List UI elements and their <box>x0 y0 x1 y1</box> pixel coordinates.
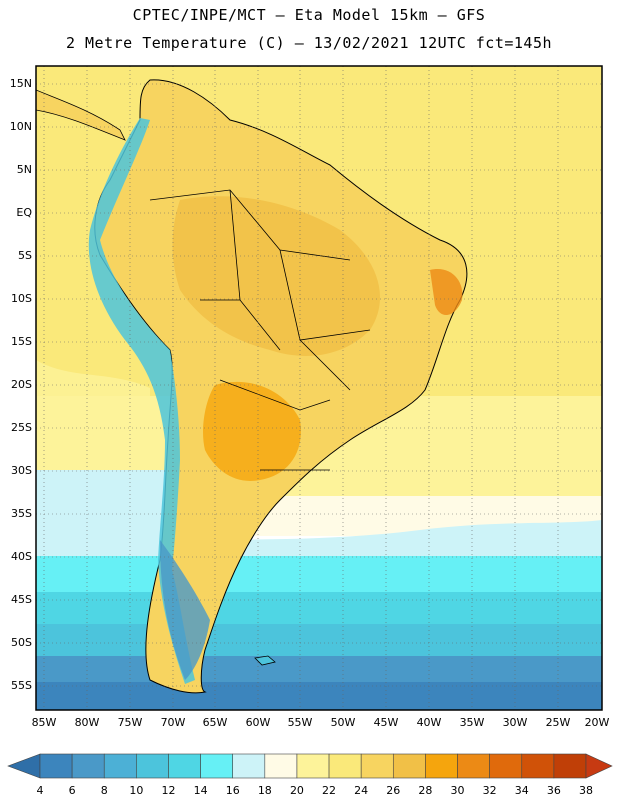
colorbar-tick-label: 20 <box>289 784 304 797</box>
colorbar-arrow-low <box>7 753 41 779</box>
lat-label: 20S <box>11 378 32 391</box>
lat-label: 50S <box>11 636 32 649</box>
lat-label: 10N <box>9 120 32 133</box>
colorbar-tick-label: 26 <box>386 784 401 797</box>
lon-label: 20W <box>584 716 610 729</box>
colorbar-swatch <box>521 753 555 779</box>
colorbar-tick-label: 10 <box>129 784 144 797</box>
colorbar <box>7 753 613 779</box>
colorbar-arrow-high <box>585 753 613 779</box>
map-frame <box>35 65 603 711</box>
colorbar-tick-label: 34 <box>514 784 529 797</box>
lat-label: 30S <box>11 464 32 477</box>
map-subtitle: 2 Metre Temperature (C) – 13/02/2021 12U… <box>65 34 553 52</box>
lat-label: EQ <box>16 206 32 219</box>
andes-cold-strip <box>88 118 195 684</box>
lon-label: 85W <box>31 716 57 729</box>
colorbar-swatch <box>39 753 73 779</box>
warm-region-northeast <box>430 269 463 316</box>
patagonia-cold <box>160 540 210 680</box>
colorbar-swatch <box>296 753 330 779</box>
colorbar-swatch <box>425 753 458 779</box>
colorbar-tick-label: 16 <box>225 784 240 797</box>
colorbar-swatch <box>457 753 490 779</box>
lat-label: 10S <box>11 292 32 305</box>
colorbar-swatch <box>71 753 105 779</box>
colorbar-tick-label: 4 <box>36 784 44 797</box>
ocean-band-14 <box>36 592 602 628</box>
colorbar-swatch <box>392 753 426 779</box>
lat-label: 15S <box>11 335 32 348</box>
lon-label: 35W <box>459 716 485 729</box>
lon-label: 40W <box>416 716 442 729</box>
ocean-band-10 <box>36 656 602 686</box>
lon-label: 50W <box>330 716 356 729</box>
ocean-patch <box>36 360 150 450</box>
colorbar-swatch <box>200 753 234 779</box>
warm-region-amazon <box>172 196 380 356</box>
lat-label: 45S <box>11 593 32 606</box>
graticule <box>36 66 602 710</box>
colorbar-tick-label: 38 <box>579 784 593 797</box>
ocean-band-16 <box>36 556 602 596</box>
colorbar-tick-label: 36 <box>546 784 561 797</box>
colorbar-tick-label: 8 <box>100 784 108 797</box>
lat-label: 5S <box>18 249 32 262</box>
colorbar-tick-label: 18 <box>257 784 272 797</box>
lon-label: 70W <box>160 716 186 729</box>
colorbar-tick-label: 6 <box>68 784 76 797</box>
lon-label: 60W <box>245 716 271 729</box>
colorbar-swatch <box>168 753 201 779</box>
colorbar-swatch <box>264 753 298 779</box>
colorbar-tick-label: 32 <box>482 784 497 797</box>
colorbar-tick-label: 30 <box>450 784 465 797</box>
colorbar-tick-label: 22 <box>322 784 337 797</box>
lon-label: 25W <box>545 716 571 729</box>
lon-label: 65W <box>202 716 228 729</box>
map-title: CPTEC/INPE/MCT – Eta Model 15km – GFS <box>132 6 486 24</box>
colorbar-tick-label: 12 <box>161 784 176 797</box>
colorbar-swatch <box>360 753 394 779</box>
lat-label: 55S <box>11 679 32 692</box>
colorbar-swatch <box>328 753 362 779</box>
lon-label: 80W <box>74 716 100 729</box>
colorbar-swatch <box>553 753 587 779</box>
lon-label: 30W <box>502 716 528 729</box>
colorbar-swatch <box>232 753 266 779</box>
colorbar-swatch <box>489 753 523 779</box>
ocean-band-cool-west <box>36 470 176 540</box>
lat-label: 25S <box>11 421 32 434</box>
ocean-band-12 <box>36 624 602 660</box>
lat-label: 40S <box>11 550 32 563</box>
colorbar-swatch <box>103 753 137 779</box>
lon-label: 45W <box>373 716 399 729</box>
lat-label: 5N <box>16 163 32 176</box>
warm-region-chaco <box>203 381 301 481</box>
lat-label: 15N <box>9 77 32 90</box>
central-america-land <box>36 89 126 141</box>
colorbar-tick-label: 24 <box>354 784 369 797</box>
colorbar-tick-label: 14 <box>193 784 208 797</box>
lon-label: 75W <box>117 716 143 729</box>
colorbar-tick-label: 28 <box>418 784 433 797</box>
lon-label: 55W <box>287 716 313 729</box>
falkland-islands <box>254 655 276 666</box>
colorbar-swatch <box>136 753 169 779</box>
ocean-band-8 <box>36 682 602 710</box>
lat-label: 35S <box>11 507 32 520</box>
